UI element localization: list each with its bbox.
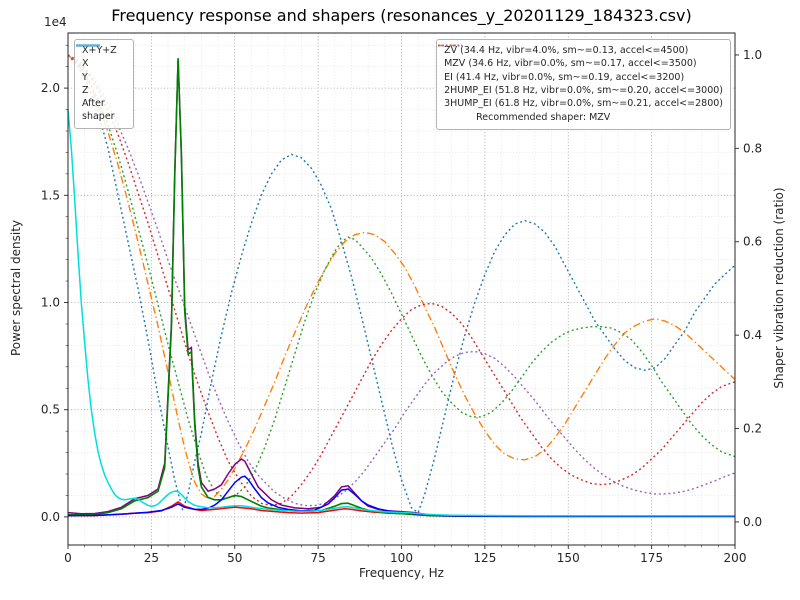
legend-item-label: After shaper <box>82 98 115 122</box>
chart-title: Frequency response and shapers (resonanc… <box>111 6 692 25</box>
y-left-tick-label: 2.0 <box>41 81 60 95</box>
y-right-tick-label: 0.0 <box>743 515 762 529</box>
series-after-shaper <box>67 109 735 517</box>
series-y <box>68 58 735 518</box>
legend-item-label: X+Y+Z <box>82 45 117 56</box>
legend-item: 3HUMP_EI (61.8 Hz, vibr=0.0%, sm~=0.21, … <box>438 44 723 110</box>
legend-footer-label: Recommended shaper: MZV <box>476 111 611 123</box>
x-tick-label: 0 <box>64 551 72 565</box>
x-tick-label: 200 <box>724 551 747 565</box>
x-tick-label: 150 <box>557 551 580 565</box>
legend-shapers: ZV (34.4 Hz, vibr=4.0%, sm~=0.13, accel<… <box>436 39 731 131</box>
y-left-tick-label: 0.0 <box>41 510 60 524</box>
y-right-tick-label: 0.2 <box>743 422 762 436</box>
x-tick-label: 75 <box>310 551 325 565</box>
y-axis-offset-text: 1e4 <box>44 15 67 29</box>
x-tick-label: 50 <box>227 551 242 565</box>
legend-item-label: EI (41.4 Hz, vibr=0.0%, sm~=0.19, accel<… <box>444 71 685 83</box>
legend-item-label: Z <box>82 85 89 97</box>
legend-item: 2HUMP_EI (51.8 Hz, vibr=0.0%, sm~=0.20, … <box>438 44 723 97</box>
y-right-tick-label: 0.8 <box>743 141 762 155</box>
y-right-tick-label: 0.4 <box>743 328 762 342</box>
series-zv <box>67 54 736 514</box>
y-left-tick-label: 1.5 <box>41 188 60 202</box>
legend-item-label: 2HUMP_EI (51.8 Hz, vibr=0.0%, sm~=0.20, … <box>444 85 723 97</box>
y-left-tick-label: 1.0 <box>41 296 60 310</box>
legend-footer: Recommended shaper: MZV <box>444 112 723 124</box>
y-right-tick-label: 1.0 <box>743 48 762 62</box>
legend-item: ZV (34.4 Hz, vibr=4.0%, sm~=0.13, accel<… <box>438 44 723 57</box>
legend-item: Y <box>76 44 126 84</box>
legend-item: X <box>76 44 126 70</box>
legend-item-label: ZV (34.4 Hz, vibr=4.0%, sm~=0.13, accel<… <box>444 45 689 56</box>
legend-item: Z <box>76 44 126 97</box>
series-ei <box>67 54 736 500</box>
legend-line-sample <box>438 44 463 47</box>
x-tick-label: 25 <box>144 551 159 565</box>
legend-item-label: 3HUMP_EI (61.8 Hz, vibr=0.0%, sm~=0.21, … <box>444 98 723 110</box>
legend-item: MZV (34.6 Hz, vibr=0.0%, sm~=0.17, accel… <box>438 44 723 70</box>
x-tick-label: 125 <box>473 551 496 565</box>
legend-item-label: X <box>82 58 89 70</box>
legend-item-label: MZV (34.6 Hz, vibr=0.0%, sm~=0.17, accel… <box>444 58 697 70</box>
legend-item: After shaper <box>76 44 126 123</box>
legend-line-sample <box>76 44 100 47</box>
y-right-tick-label: 0.6 <box>743 235 762 249</box>
x-axis-label: Frequency, Hz <box>359 566 444 580</box>
legend-psd: X+Y+Z X Y Z After shaper <box>74 39 134 130</box>
x-tick-label: 175 <box>640 551 663 565</box>
legend-item: EI (41.4 Hz, vibr=0.0%, sm~=0.19, accel<… <box>438 44 723 84</box>
series-mzv <box>67 54 736 500</box>
x-tick-label: 100 <box>390 551 413 565</box>
legend-item-label: Y <box>82 71 88 83</box>
y-left-tick-label: 0.5 <box>41 403 60 417</box>
